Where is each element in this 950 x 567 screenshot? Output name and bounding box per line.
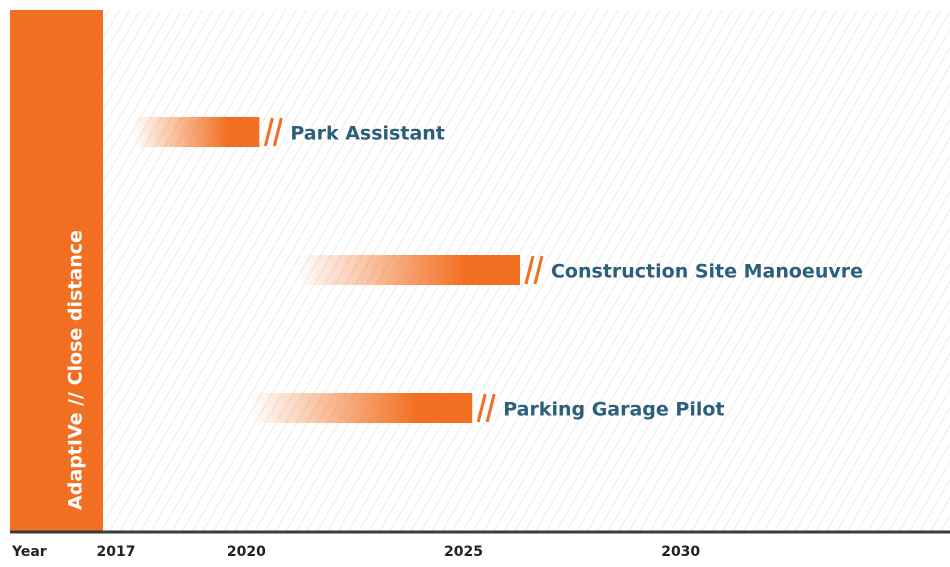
x-tick-label: 2030 [661, 544, 700, 560]
timeline-bar [250, 393, 473, 423]
plot-background [103, 10, 950, 532]
x-tick-label: 2020 [227, 544, 266, 560]
side-label: AdaptIVe // Close distance [65, 230, 87, 510]
x-tick-label: 2017 [97, 544, 136, 560]
x-tick-label: 2025 [444, 544, 483, 560]
side-bar [10, 10, 103, 532]
slash [272, 117, 283, 147]
task-label: Construction Site Manoeuvre [551, 261, 863, 283]
slash [533, 255, 544, 285]
slash [263, 117, 274, 147]
x-axis-label: Year [11, 544, 47, 560]
slash [476, 393, 487, 423]
slash [485, 393, 496, 423]
slash [524, 255, 535, 285]
task-label: Parking Garage Pilot [503, 399, 724, 421]
timeline-bar [298, 255, 520, 285]
task-label: Park Assistant [290, 123, 445, 145]
timeline-bar [133, 117, 260, 147]
